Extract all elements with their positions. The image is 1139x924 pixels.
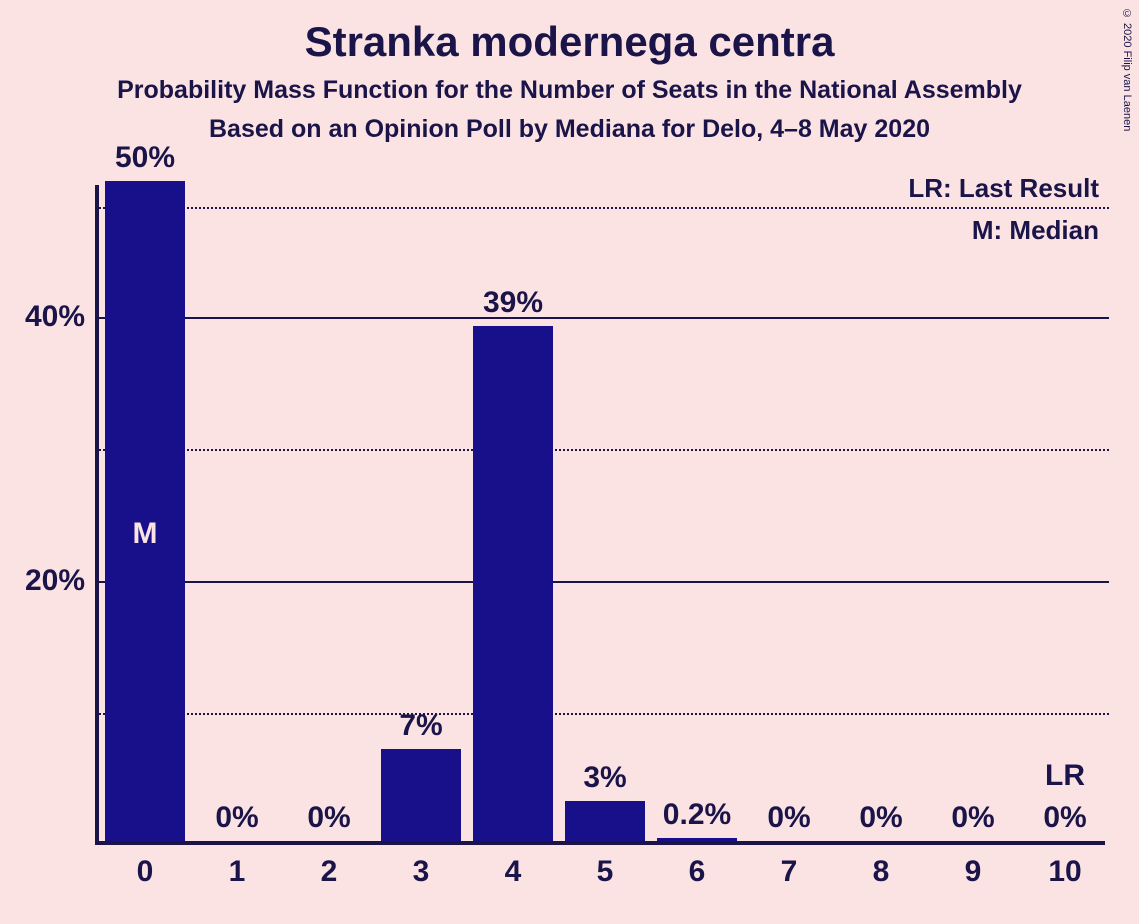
bar-value-label: 50% [115,141,175,175]
x-axis-label: 3 [413,855,430,889]
bar-value-label: 3% [583,761,626,795]
last-result-marker: LR [1045,759,1085,793]
bar [657,838,737,841]
pmf-bar-chart: LR: Last Result M: Median 20%40%50%0M0%1… [95,185,1105,845]
gridline-minor [99,713,1109,715]
bar-value-label: 39% [483,286,543,320]
bar-value-label: 7% [399,709,442,743]
x-axis-label: 8 [873,855,890,889]
x-axis-label: 2 [321,855,338,889]
bar [473,326,553,841]
plot-area: LR: Last Result M: Median 20%40%50%0M0%1… [95,185,1105,845]
chart-titles: Stranka modernega centra Probability Mas… [0,0,1139,144]
bar-value-label: 0% [1043,801,1086,835]
median-marker: M [133,517,158,551]
bar [565,801,645,841]
y-axis-label: 40% [25,300,85,334]
x-axis-label: 1 [229,855,246,889]
gridline-minor [99,449,1109,451]
x-axis-label: 10 [1048,855,1081,889]
gridline-minor [99,207,1109,209]
bar-value-label: 0.2% [663,798,731,832]
x-axis-label: 4 [505,855,522,889]
gridline-major [99,317,1109,319]
x-axis-label: 5 [597,855,614,889]
bar-value-label: 0% [951,801,994,835]
x-axis-label: 7 [781,855,798,889]
legend-lr: LR: Last Result [908,173,1099,204]
x-axis-label: 9 [965,855,982,889]
gridline-major [99,581,1109,583]
title-main: Stranka modernega centra [0,18,1139,66]
bar-value-label: 0% [215,801,258,835]
x-axis-label: 0 [137,855,154,889]
bar-value-label: 0% [307,801,350,835]
bar [105,181,185,841]
title-subtitle-2: Based on an Opinion Poll by Mediana for … [0,115,1139,144]
x-axis-label: 6 [689,855,706,889]
bar-value-label: 0% [767,801,810,835]
title-subtitle-1: Probability Mass Function for the Number… [0,76,1139,105]
bar-value-label: 0% [859,801,902,835]
y-axis-label: 20% [25,564,85,598]
bar [381,749,461,841]
legend-m: M: Median [972,215,1099,246]
copyright-text: © 2020 Filip van Laenen [1121,8,1133,131]
